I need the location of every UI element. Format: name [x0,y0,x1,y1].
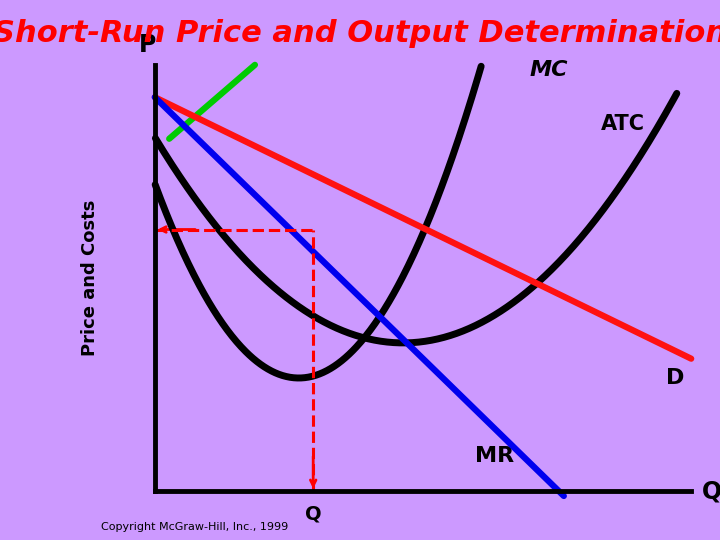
Text: Short-Run Price and Output Determination: Short-Run Price and Output Determination [0,19,720,48]
Text: ATC: ATC [601,114,645,134]
Text: Price and Costs: Price and Costs [81,200,99,356]
Text: P: P [139,33,156,57]
Text: D: D [666,368,685,388]
Text: Copyright McGraw-Hill, Inc., 1999: Copyright McGraw-Hill, Inc., 1999 [101,522,288,532]
Text: MR: MR [475,446,514,467]
Text: Q: Q [305,505,322,524]
Text: Q: Q [702,480,720,503]
Text: MC: MC [529,60,567,80]
